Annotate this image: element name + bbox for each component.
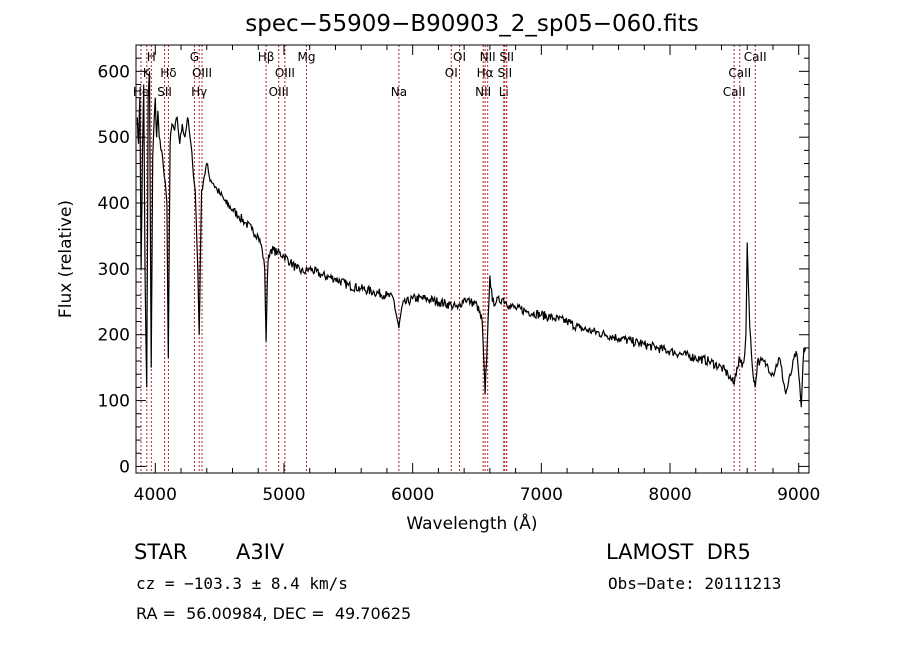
y-tick-label-4: 400 — [98, 194, 130, 214]
survey-release: LAMOST DR5 — [606, 540, 751, 564]
line-label-19: SII — [497, 66, 512, 80]
spectrum-line — [136, 71, 807, 408]
x-tick-label-2: 6000 — [391, 485, 434, 505]
line-label-22: CaII — [728, 66, 751, 80]
line-label-2: H — [147, 50, 156, 64]
line-label-7: OIII — [192, 66, 212, 80]
line-label-4: Hδ — [160, 66, 176, 80]
line-label-13: OI — [445, 66, 458, 80]
line-label-12: Na — [391, 85, 407, 99]
coordinates: RA = 56.00984, DEC = 49.70625 — [136, 604, 412, 623]
line-label-0: He — [133, 85, 149, 99]
line-label-14: OI — [453, 50, 466, 64]
y-tick-label-0: 0 — [119, 457, 130, 477]
y-tick-label-2: 200 — [98, 326, 130, 346]
x-tick-label-0: 4000 — [134, 485, 177, 505]
line-label-17: NII — [480, 50, 496, 64]
axes: 4000 5000 6000 7000 8000 9000 0 100 200 300 400 500… — [98, 45, 820, 505]
line-label-23: CaII — [744, 50, 767, 64]
y-tick-label-6: 600 — [98, 62, 130, 82]
line-label-20: SII — [499, 50, 514, 64]
line-label-5: G — [190, 50, 199, 64]
subclass: A3IV — [236, 540, 285, 564]
series-group — [136, 71, 807, 408]
x-tick-label-5: 9000 — [777, 485, 820, 505]
line-label-6: Hγ — [191, 85, 207, 99]
x-axis-label: Wavelength (Å) — [406, 512, 537, 534]
x-tick-label-4: 8000 — [648, 485, 691, 505]
line-label-1: K — [143, 66, 152, 80]
line-label-11: Mg — [298, 50, 316, 64]
y-axis-label: Flux (relative) — [56, 200, 76, 318]
obs-date: Obs−Date: 20111213 — [608, 574, 782, 593]
spectrum-chart: spec−55909−B90903_2_sp05−060.fits He KH SI… — [56, 11, 820, 534]
line-label-9: OIII — [269, 85, 289, 99]
line-label-8: Hβ — [258, 50, 275, 64]
line-label-15: NII — [475, 85, 491, 99]
y-tick-label-5: 500 — [98, 128, 130, 148]
y-tick-label-3: 300 — [98, 260, 130, 280]
line-label-3: SII — [157, 85, 172, 99]
line-label-16: Hα — [477, 66, 494, 80]
line-label-18: Li — [499, 85, 509, 99]
spectral-line-markers: HeKHSIIHδGHγOIIIHβOIIIOIIIMgNaOIOINIIHαN… — [133, 45, 767, 473]
x-tick-label-1: 5000 — [262, 485, 305, 505]
plot-frame — [135, 44, 810, 474]
line-label-10: OIII — [275, 66, 295, 80]
redshift-text: cz = −103.3 ± 8.4 km/s — [136, 574, 348, 593]
chart-title: spec−55909−B90903_2_sp05−060.fits — [245, 11, 699, 37]
line-label-21: CaII — [723, 85, 746, 99]
object-class: STAR — [134, 540, 188, 564]
y-tick-label-1: 100 — [98, 392, 130, 412]
x-tick-label-3: 7000 — [520, 485, 563, 505]
